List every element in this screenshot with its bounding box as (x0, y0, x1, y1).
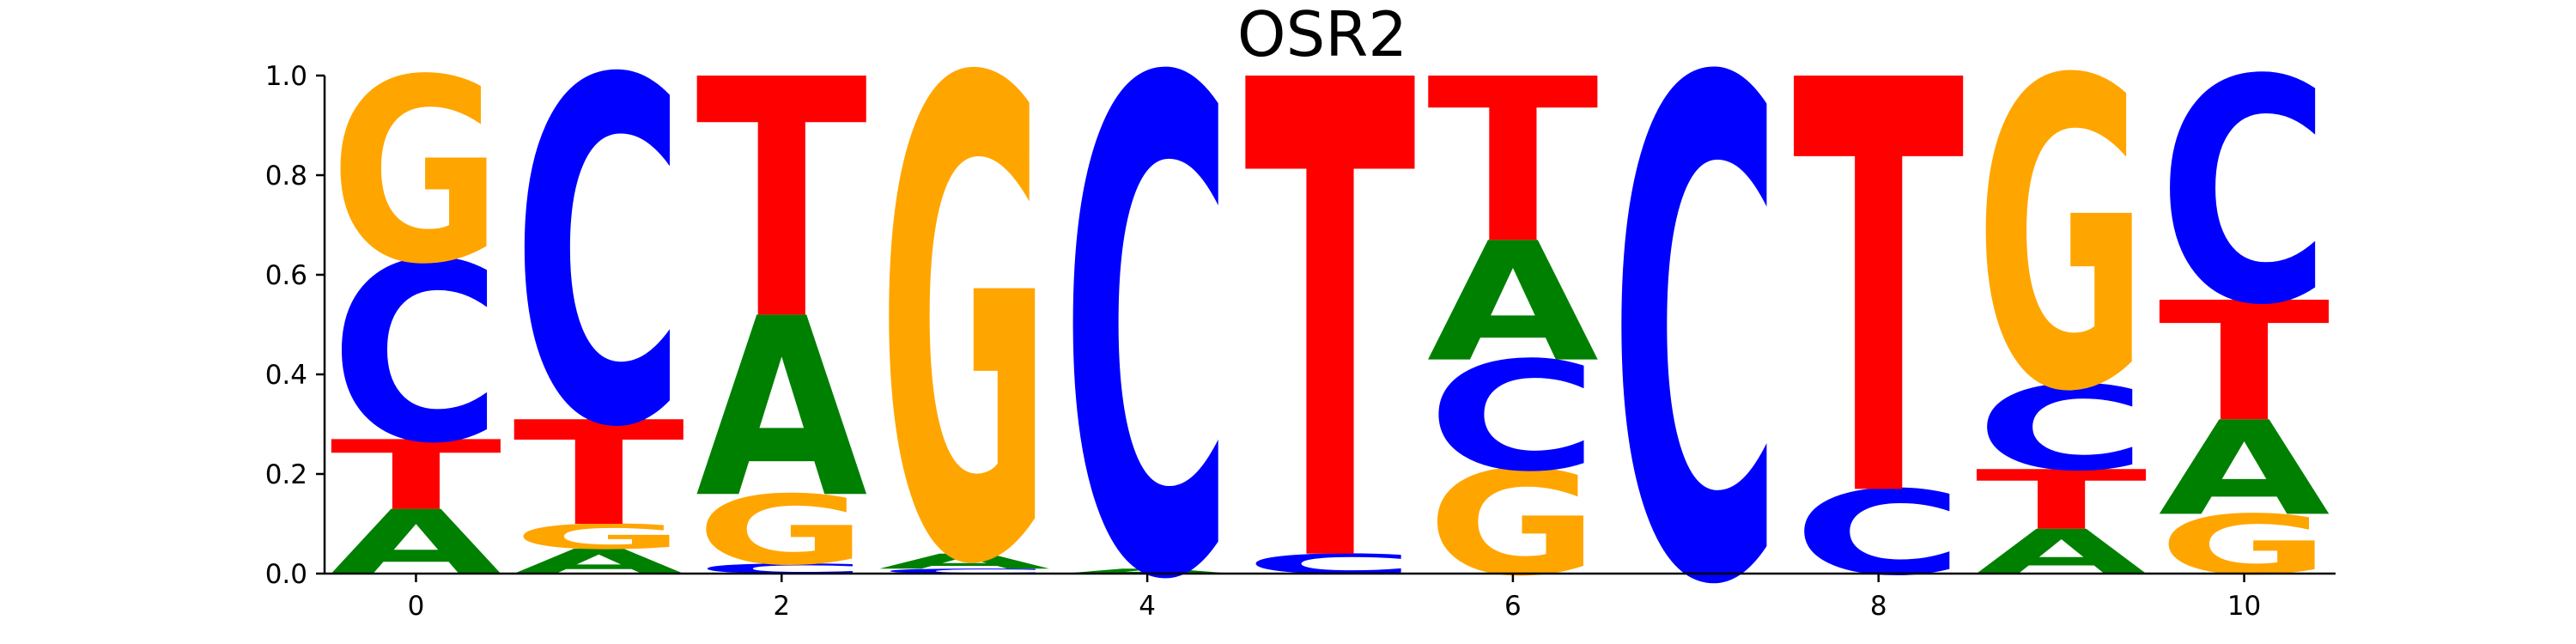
x-tick-label: 10 (2227, 591, 2261, 622)
logo-letter-t-pos8: T (1793, 0, 1966, 623)
logo-letter-c-pos4: C (1061, 0, 1233, 644)
x-tick-label: 8 (1870, 591, 1887, 622)
logo-letter-t-pos6: T (1427, 31, 1601, 294)
y-tick-label: 1.0 (265, 61, 307, 92)
x-tick-label: 0 (408, 591, 425, 622)
x-tick-label: 6 (1504, 591, 1522, 622)
y-tick-label: 0.2 (265, 459, 307, 490)
y-tick-label: 0.0 (265, 559, 307, 590)
logo-letter-c-pos10: C (2158, 15, 2330, 373)
logo-letter-t-pos2: T (696, 11, 869, 392)
y-tick-label: 0.4 (265, 360, 307, 391)
logo-letter-c-pos1: C (513, 0, 684, 532)
logo-letter-t-pos5: T (1244, 0, 1418, 644)
logo-letter-g-pos9: G (1976, 0, 2148, 484)
y-tick-label: 0.8 (265, 161, 307, 191)
logo-letter-c-pos7: C (1610, 0, 1782, 644)
logo-letter-g-pos0: G (330, 25, 501, 319)
x-tick-label: 2 (773, 591, 790, 622)
logo-letter-g-pos3: G (878, 0, 1050, 644)
y-tick-label: 0.6 (265, 260, 307, 291)
x-tick-label: 4 (1139, 591, 1156, 622)
